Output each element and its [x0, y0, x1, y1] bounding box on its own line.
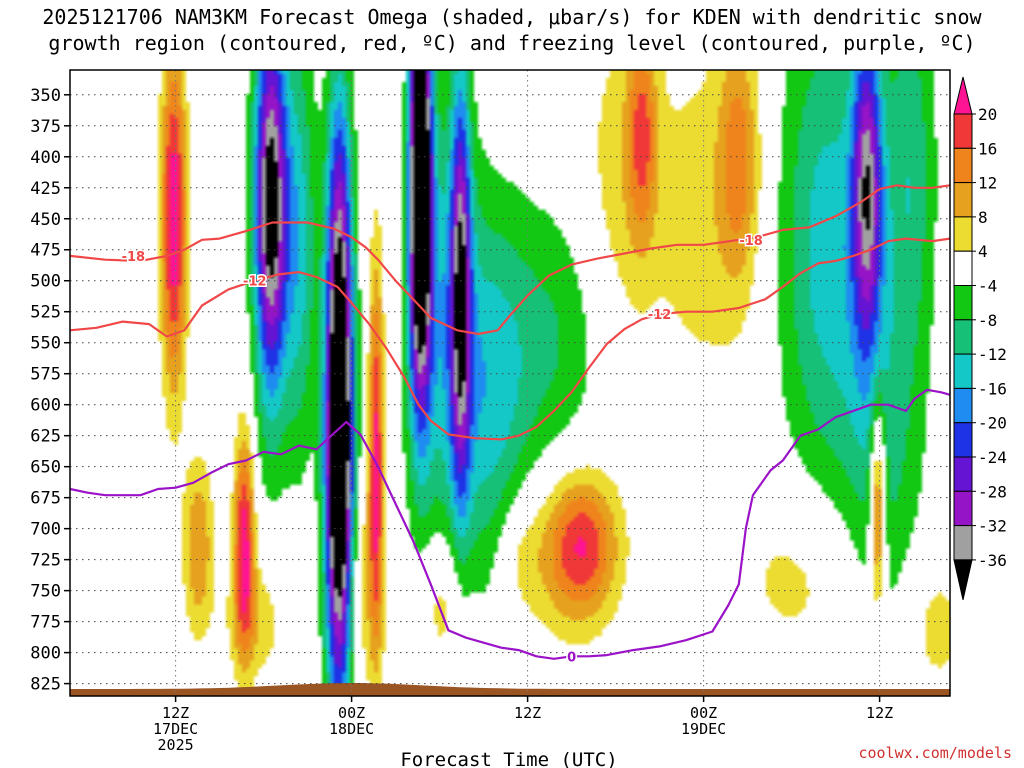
colorbar-box: [953, 182, 973, 218]
colorbar-label: -36: [978, 551, 1007, 570]
colorbar-label: 4: [978, 242, 988, 261]
y-tick-label: 675: [30, 489, 61, 509]
y-tick-label: 500: [30, 272, 61, 292]
x-tick-label: 19DEC: [681, 720, 726, 738]
colorbar-label: -28: [978, 482, 1007, 501]
colorbar-label: 16: [978, 139, 997, 158]
chart-title-line1: 2025121706 NAM3KM Forecast Omega (shaded…: [42, 5, 982, 29]
omega-shading: [70, 70, 950, 696]
x-tick-label: 18DEC: [329, 720, 374, 738]
colorbar-label: -24: [978, 448, 1007, 467]
y-tick-label: 400: [30, 148, 61, 168]
colorbar-box: [953, 250, 973, 286]
y-tick-label: 650: [30, 458, 61, 478]
x-tick-label: 2025: [158, 736, 194, 754]
plot-area: -18 -18 -12 -12 0: [70, 70, 950, 696]
chart-title: 2025121706 NAM3KM Forecast Omega (shaded…: [0, 4, 1024, 56]
colorbar-bottom-triangle: [953, 559, 973, 601]
colorbar-label: -16: [978, 379, 1007, 398]
x-tick-label: 12Z: [866, 704, 893, 722]
x-tick-label: 17DEC: [153, 720, 198, 738]
x-axis-label: Forecast Time (UTC): [400, 749, 617, 768]
y-tick-label: 475: [30, 241, 61, 261]
y-tick-label: 575: [30, 365, 61, 385]
colorbar-box: [953, 285, 973, 321]
y-tick-label: 450: [30, 210, 61, 230]
colorbar-box: [953, 456, 973, 492]
contour-label: 0: [567, 650, 576, 665]
colorbar-box: [953, 216, 973, 252]
contour-dgz-upper: [70, 184, 950, 336]
colorbar-label: -32: [978, 517, 1007, 536]
y-axis: 350 375 400 425 450 475 500 525 550 575 600 625 650 6…: [30, 86, 70, 695]
colorbar-label: -4: [978, 277, 997, 296]
colorbar-label: 20: [978, 105, 997, 124]
colorbar-box: [953, 422, 973, 458]
y-tick-label: 550: [30, 334, 61, 354]
colorbar-box: [953, 113, 973, 149]
colorbar-top-triangle: [953, 76, 973, 115]
contour-label: -18: [739, 234, 763, 249]
x-tick-label: 00Z: [338, 704, 365, 722]
x-tick-label: 12Z: [162, 704, 189, 722]
colorbar-label: -8: [978, 311, 997, 330]
y-tick-label: 600: [30, 396, 61, 416]
y-tick-label: 800: [30, 644, 61, 664]
x-tick-label: 12Z: [514, 704, 541, 722]
y-tick-label: 725: [30, 551, 61, 571]
contour-freezing-level: [70, 388, 950, 660]
colorbar-box: [953, 353, 973, 389]
colorbar-label: -12: [978, 345, 1007, 364]
colorbar-label: -20: [978, 414, 1007, 433]
colorbar-box: [953, 147, 973, 184]
credit-link[interactable]: coolwx.com/models: [858, 744, 1012, 762]
y-tick-label: 775: [30, 613, 61, 633]
chart-title-line2: growth region (contoured, red, ºC) and f…: [48, 31, 976, 55]
colorbar-label: 12: [978, 174, 997, 193]
y-tick-label: 700: [30, 520, 61, 540]
contour-label: -12: [243, 275, 267, 290]
y-tick-label: 750: [30, 582, 61, 602]
contour-label: -18: [122, 250, 146, 265]
colorbar-label: 8: [978, 208, 988, 227]
x-tick-label: 00Z: [690, 704, 717, 722]
y-tick-label: 525: [30, 303, 61, 323]
contour-dgz-lower: [70, 237, 950, 441]
colorbar-box: [953, 387, 973, 424]
y-tick-label: 825: [30, 675, 61, 695]
y-tick-label: 350: [30, 86, 61, 106]
terrain: [70, 683, 950, 696]
y-tick-label: 375: [30, 117, 61, 137]
contour-label: -12: [648, 308, 672, 323]
colorbar-box: [953, 525, 973, 561]
colorbar-box: [953, 490, 973, 527]
y-tick-label: 425: [30, 179, 61, 199]
plot-frame: [69, 69, 951, 697]
colorbar-box: [953, 319, 973, 355]
y-tick-label: 625: [30, 427, 61, 447]
colorbar: 20 16 12 8 4 -4 -8 -12 -16 -20 -24 -28 -32 -36: [953, 76, 1007, 601]
